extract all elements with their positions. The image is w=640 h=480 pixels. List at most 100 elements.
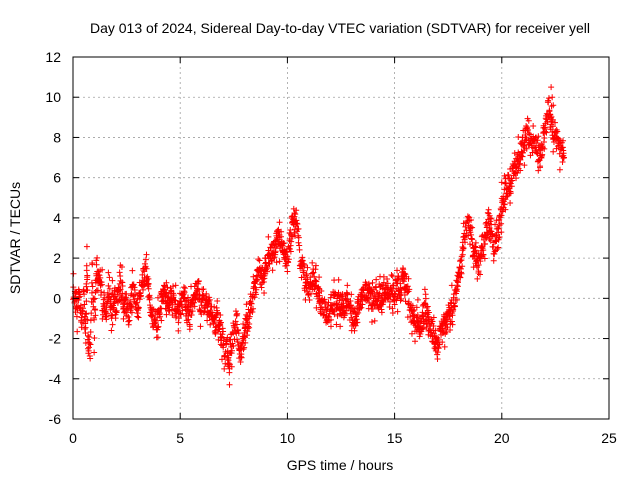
data-point <box>293 207 300 214</box>
data-point <box>525 130 532 137</box>
y-tick-label: 6 <box>53 170 61 186</box>
data-point <box>394 267 401 274</box>
data-point <box>394 295 401 302</box>
data-point <box>78 314 85 321</box>
data-point <box>221 365 228 372</box>
data-point <box>251 294 258 301</box>
data-point <box>264 265 271 272</box>
data-point <box>109 277 116 284</box>
data-point <box>347 297 354 304</box>
data-point <box>333 321 340 328</box>
data-point <box>366 283 373 290</box>
data-point <box>559 159 566 166</box>
data-point <box>485 206 492 213</box>
data-point <box>172 297 179 304</box>
data-point <box>126 317 133 324</box>
data-point <box>384 286 391 293</box>
data-point <box>491 248 498 255</box>
data-point <box>129 267 136 274</box>
data-point <box>285 259 292 266</box>
data-point <box>541 145 548 152</box>
data-point <box>495 244 502 251</box>
data-point <box>498 229 505 236</box>
data-point <box>439 339 446 346</box>
data-point <box>413 304 420 311</box>
data-point <box>519 153 526 160</box>
data-point <box>398 295 405 302</box>
data-point <box>316 274 323 281</box>
data-point <box>453 288 460 295</box>
data-point <box>237 345 244 352</box>
data-point <box>337 323 344 330</box>
data-point <box>209 309 216 316</box>
data-point <box>157 313 164 320</box>
data-point <box>88 289 95 296</box>
data-point <box>548 84 555 91</box>
data-point <box>556 150 563 157</box>
data-point <box>507 190 514 197</box>
data-point <box>195 278 202 285</box>
data-point <box>84 276 91 283</box>
data-point <box>412 338 419 345</box>
data-point <box>448 318 455 325</box>
tick-labels: 0 5 10 15 20 25 -6 -4 -2 0 2 4 6 8 10 12 <box>45 49 617 446</box>
data-point <box>545 97 552 104</box>
data-point <box>119 290 126 297</box>
data-point <box>81 326 88 333</box>
data-point <box>84 316 91 323</box>
data-point <box>454 296 461 303</box>
data-point <box>74 328 81 335</box>
data-point <box>212 314 219 321</box>
axis-ticks <box>72 56 610 420</box>
data-point <box>92 312 99 319</box>
data-point <box>109 321 116 328</box>
data-point <box>184 294 191 301</box>
data-point <box>329 302 336 309</box>
y-tick-label: -2 <box>49 331 62 347</box>
data-point <box>472 239 479 246</box>
data-point <box>161 283 168 290</box>
data-point <box>454 279 461 286</box>
data-point <box>524 127 531 134</box>
data-point <box>498 220 505 227</box>
chart-title: Day 013 of 2024, Sidereal Day-to-day VTE… <box>90 20 590 36</box>
data-point <box>141 282 148 289</box>
data-point <box>318 287 325 294</box>
data-point <box>335 276 342 283</box>
data-point <box>457 274 464 281</box>
data-point <box>495 236 502 243</box>
data-point <box>527 131 534 138</box>
data-point <box>448 282 455 289</box>
data-point <box>464 213 471 220</box>
data-point <box>354 319 361 326</box>
data-point <box>517 167 524 174</box>
x-tick-label: 15 <box>387 430 403 446</box>
data-point <box>306 296 313 303</box>
data-point <box>133 299 140 306</box>
data-point <box>399 276 406 283</box>
data-point <box>103 310 110 317</box>
data-point <box>459 251 466 258</box>
data-point <box>91 295 98 302</box>
data-point <box>113 307 120 314</box>
data-point <box>296 246 303 253</box>
data-point <box>122 309 129 316</box>
data-point <box>128 309 135 316</box>
data-point <box>104 290 111 297</box>
data-point <box>228 363 235 370</box>
data-point <box>229 347 236 354</box>
data-point <box>276 219 283 226</box>
data-point <box>501 201 508 208</box>
data-point <box>200 286 207 293</box>
data-point <box>490 244 497 251</box>
data-point <box>441 343 448 350</box>
data-point <box>477 258 484 265</box>
data-point <box>163 279 170 286</box>
data-point <box>496 216 503 223</box>
data-point <box>352 322 359 329</box>
data-point <box>544 119 551 126</box>
data-point <box>404 283 411 290</box>
data-point <box>270 255 277 262</box>
data-point <box>535 167 542 174</box>
data-point <box>409 302 416 309</box>
